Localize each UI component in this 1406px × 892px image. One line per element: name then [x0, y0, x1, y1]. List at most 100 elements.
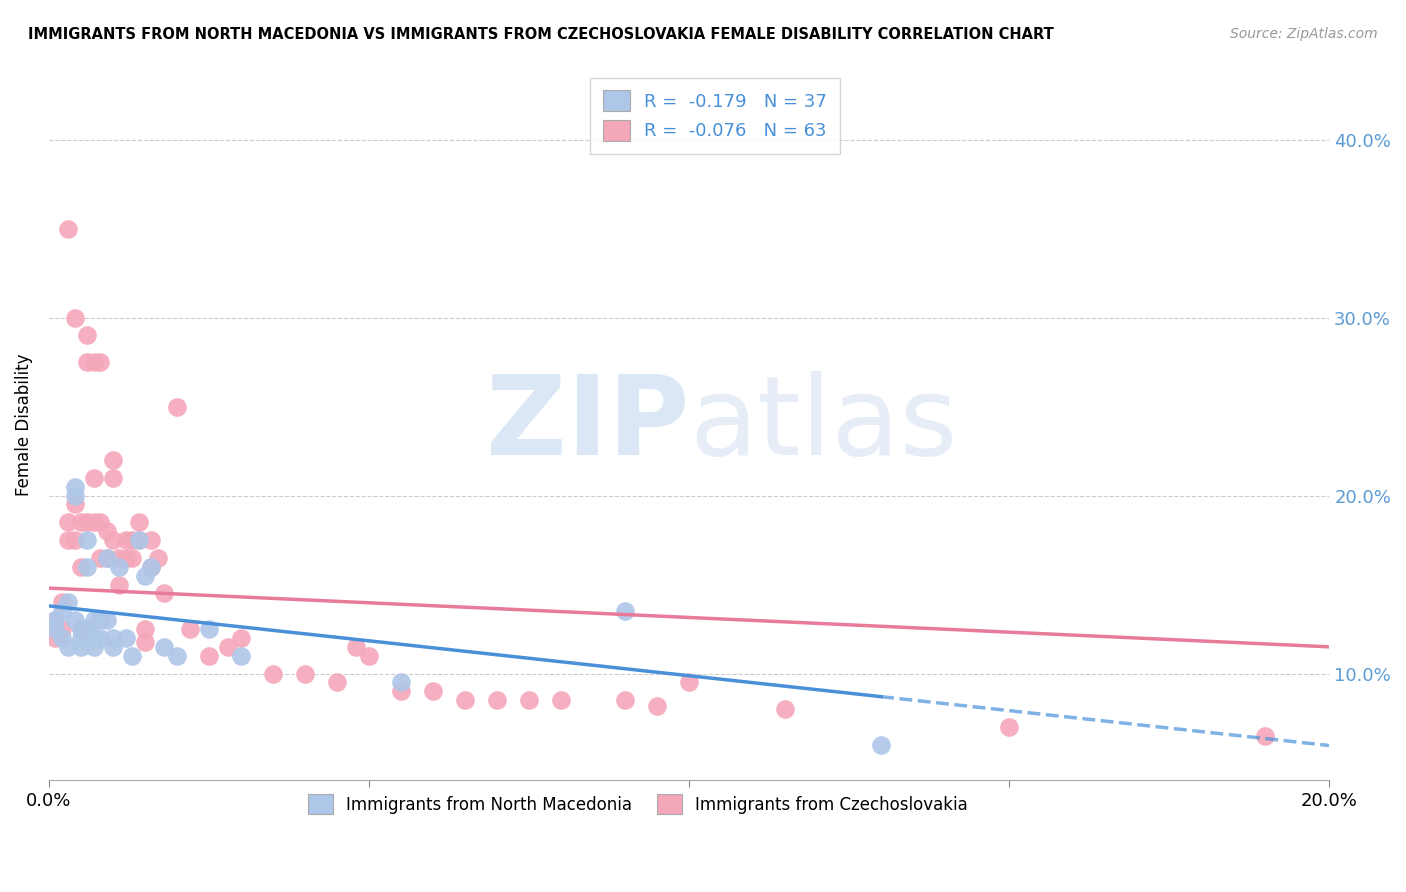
Point	[83, 640, 105, 654]
Point	[134, 634, 156, 648]
Point	[63, 310, 86, 325]
Point	[486, 693, 509, 707]
Point	[198, 648, 221, 663]
Point	[70, 516, 93, 530]
Point	[326, 675, 349, 690]
Point	[101, 533, 124, 547]
Point	[70, 631, 93, 645]
Text: atlas: atlas	[689, 371, 957, 478]
Point	[44, 613, 66, 627]
Point	[101, 471, 124, 485]
Point	[89, 516, 111, 530]
Point	[101, 631, 124, 645]
Point	[63, 489, 86, 503]
Point	[217, 640, 239, 654]
Point	[153, 586, 176, 600]
Point	[96, 550, 118, 565]
Point	[51, 595, 73, 609]
Point	[389, 675, 412, 690]
Point	[121, 648, 143, 663]
Point	[76, 328, 98, 343]
Point	[83, 613, 105, 627]
Point	[63, 533, 86, 547]
Point	[166, 648, 188, 663]
Point	[76, 559, 98, 574]
Point	[83, 631, 105, 645]
Point	[134, 622, 156, 636]
Text: Source: ZipAtlas.com: Source: ZipAtlas.com	[1230, 27, 1378, 41]
Point	[114, 533, 136, 547]
Point	[51, 631, 73, 645]
Legend: Immigrants from North Macedonia, Immigrants from Czechoslovakia: Immigrants from North Macedonia, Immigra…	[297, 783, 980, 825]
Point	[614, 604, 637, 618]
Point	[153, 640, 176, 654]
Text: IMMIGRANTS FROM NORTH MACEDONIA VS IMMIGRANTS FROM CZECHOSLOVAKIA FEMALE DISABIL: IMMIGRANTS FROM NORTH MACEDONIA VS IMMIG…	[28, 27, 1054, 42]
Point	[56, 516, 79, 530]
Point	[101, 453, 124, 467]
Point	[44, 613, 66, 627]
Point	[344, 640, 367, 654]
Point	[517, 693, 540, 707]
Point	[89, 631, 111, 645]
Point	[89, 613, 111, 627]
Point	[1254, 729, 1277, 743]
Y-axis label: Female Disability: Female Disability	[15, 353, 32, 496]
Point	[63, 498, 86, 512]
Point	[198, 622, 221, 636]
Point	[83, 471, 105, 485]
Point	[96, 550, 118, 565]
Point	[141, 559, 163, 574]
Point	[179, 622, 201, 636]
Point	[134, 568, 156, 582]
Point	[146, 550, 169, 565]
Point	[108, 559, 131, 574]
Point	[229, 631, 252, 645]
Point	[56, 533, 79, 547]
Point	[389, 684, 412, 698]
Point	[76, 622, 98, 636]
Point	[44, 622, 66, 636]
Point	[262, 666, 284, 681]
Point	[108, 577, 131, 591]
Point	[294, 666, 316, 681]
Point	[550, 693, 572, 707]
Point	[89, 550, 111, 565]
Point	[128, 516, 150, 530]
Point	[96, 613, 118, 627]
Point	[141, 559, 163, 574]
Point	[166, 400, 188, 414]
Point	[108, 550, 131, 565]
Point	[63, 480, 86, 494]
Point	[56, 595, 79, 609]
Point	[998, 720, 1021, 734]
Point	[83, 355, 105, 369]
Point	[614, 693, 637, 707]
Point	[422, 684, 444, 698]
Point	[114, 550, 136, 565]
Point	[773, 702, 796, 716]
Point	[229, 648, 252, 663]
Point	[56, 221, 79, 235]
Point	[76, 516, 98, 530]
Point	[63, 613, 86, 627]
Point	[645, 698, 668, 713]
Point	[128, 533, 150, 547]
Point	[76, 533, 98, 547]
Point	[96, 524, 118, 538]
Text: ZIP: ZIP	[485, 371, 689, 478]
Point	[83, 516, 105, 530]
Point	[128, 533, 150, 547]
Point	[51, 604, 73, 618]
Point	[51, 622, 73, 636]
Point	[70, 622, 93, 636]
Point	[44, 631, 66, 645]
Point	[141, 533, 163, 547]
Point	[454, 693, 477, 707]
Point	[76, 355, 98, 369]
Point	[70, 640, 93, 654]
Point	[357, 648, 380, 663]
Point	[678, 675, 700, 690]
Point	[121, 533, 143, 547]
Point	[89, 355, 111, 369]
Point	[101, 640, 124, 654]
